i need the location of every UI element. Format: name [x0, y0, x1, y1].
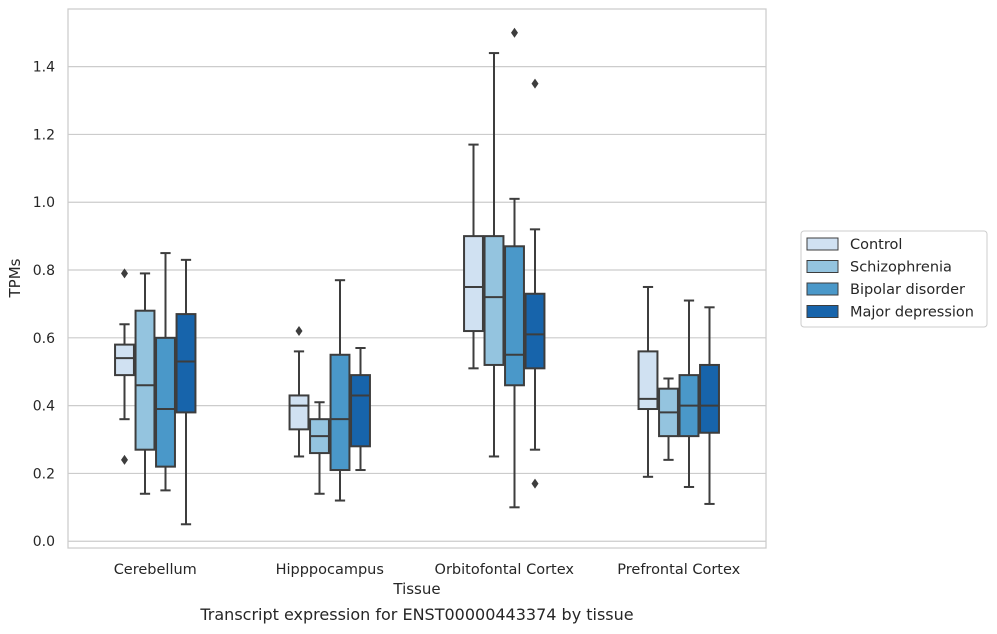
iqr-box [175, 313, 197, 414]
box-plot [288, 326, 310, 458]
outlier-point [295, 326, 303, 337]
y-tick-label: 0.0 [33, 534, 55, 550]
x-axis-categories: Cerebellum Hipppocampus Orbitofontal Corte… [114, 562, 741, 578]
y-tick-label: 1.0 [33, 195, 55, 211]
iqr-box [463, 235, 484, 333]
y-tick-label: 1.2 [33, 127, 55, 143]
box-plot [637, 285, 659, 478]
x-category-label: Cerebellum [114, 562, 197, 578]
box-plot [524, 78, 546, 489]
category-box-group [463, 27, 546, 509]
iqr-box [134, 309, 156, 451]
iqr-box [504, 245, 525, 387]
iqr-box [329, 353, 351, 472]
x-category-label: Orbitofontal Cortex [435, 562, 575, 578]
outlier-point [511, 27, 518, 38]
x-category-label: Prefrontal Cortex [617, 562, 740, 578]
iqr-box [524, 292, 546, 370]
legend-label: Major depression [850, 305, 974, 321]
iqr-box [350, 374, 371, 448]
plot-area [67, 8, 767, 549]
outlier-point [531, 78, 539, 89]
gridlines [68, 66, 766, 542]
box-plot [350, 346, 371, 472]
iqr-box [155, 336, 176, 468]
y-tick-label: 0.4 [33, 399, 55, 415]
box-plot [463, 143, 484, 370]
legend: Control Schizophrenia Bipolar disorder Majo… [800, 230, 988, 328]
outlier-point [531, 478, 539, 489]
legend-swatch [806, 305, 839, 318]
legend-frame [800, 230, 988, 328]
iqr-box [114, 343, 135, 377]
box-plot [699, 306, 720, 505]
iqr-box [288, 394, 310, 431]
box-plot [309, 401, 330, 495]
y-axis-ticks: 0.0 0.2 0.4 0.6 0.8 1.0 1.2 1.4 [33, 60, 55, 551]
outlier-point [121, 454, 128, 465]
legend-label: Bipolar disorder [850, 282, 965, 298]
y-tick-label: 1.4 [33, 60, 55, 76]
y-axis-title: TPMs [6, 258, 24, 298]
x-category-label: Hipppocampus [276, 562, 384, 578]
outlier-point [121, 268, 128, 279]
iqr-box [699, 363, 720, 434]
legend-swatch [806, 282, 839, 296]
box-plot [134, 272, 156, 495]
legend-label: Control [850, 237, 902, 253]
category-box-group [114, 252, 197, 526]
x-axis-title: Tissue [392, 580, 440, 598]
box-plot [658, 377, 679, 461]
category-box-group [637, 285, 720, 505]
box-groups [114, 27, 720, 526]
chart-caption: Transcript expression for ENST0000044337… [200, 605, 634, 624]
box-plot [483, 52, 505, 458]
legend-label: Schizophrenia [850, 260, 952, 276]
box-plot [678, 299, 700, 488]
legend-swatch [806, 260, 839, 273]
box-plot [504, 27, 525, 509]
box-plot [155, 252, 176, 492]
legend-swatch [806, 237, 839, 251]
y-tick-label: 0.8 [33, 263, 55, 279]
y-tick-label: 0.2 [33, 466, 55, 482]
box-plot [114, 268, 135, 465]
iqr-box [483, 235, 505, 366]
box-plot [175, 258, 197, 526]
y-tick-label: 0.6 [33, 331, 55, 347]
box-plot [329, 279, 351, 502]
category-box-group [288, 279, 371, 502]
iqr-box [637, 350, 659, 411]
